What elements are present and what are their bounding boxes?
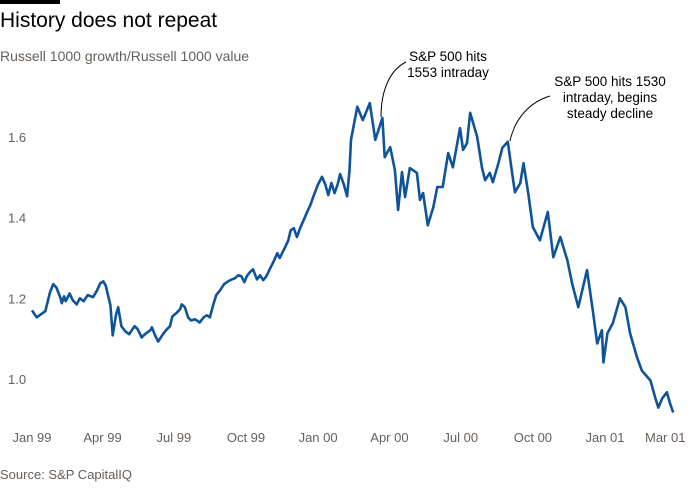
chart-subtitle: Russell 1000 growth/Russell 1000 value bbox=[0, 48, 250, 64]
brand-bar bbox=[0, 0, 60, 4]
annotation-leader-line bbox=[380, 61, 407, 118]
x-tick-label: Apr 99 bbox=[83, 430, 121, 445]
y-tick-label: 1.0 bbox=[8, 372, 26, 387]
x-tick-label: Jan 00 bbox=[299, 430, 338, 445]
x-tick-label: Oct 99 bbox=[227, 430, 265, 445]
y-tick-label: 1.2 bbox=[8, 291, 26, 306]
y-tick-label: 1.6 bbox=[8, 130, 26, 145]
x-tick-label: Mar 01 bbox=[645, 430, 685, 445]
chart-title: History does not repeat bbox=[0, 9, 218, 32]
x-tick-label: Apr 00 bbox=[370, 430, 408, 445]
annotation-text: S&P 500 hits bbox=[409, 49, 487, 64]
annotation-text: 1553 intraday bbox=[407, 65, 489, 80]
x-axis: Jan 99 Apr 99 Jul 99 Oct 99 Jan 00 Apr 00 Jul … bbox=[12, 430, 685, 445]
annotation-text: intraday, begins bbox=[563, 90, 658, 105]
annotation-leader-line bbox=[509, 95, 551, 142]
annotation-text: steady decline bbox=[567, 106, 653, 121]
x-tick-label: Jul 00 bbox=[443, 430, 478, 445]
annotation-text: S&P 500 hits 1530 bbox=[554, 74, 666, 89]
chart-source: Source: S&P CapitalIQ bbox=[0, 467, 132, 482]
x-tick-label: Jan 01 bbox=[585, 430, 624, 445]
y-axis: 1.0 1.2 1.4 1.6 bbox=[8, 130, 26, 387]
series-line bbox=[30, 101, 675, 413]
y-tick-label: 1.4 bbox=[8, 211, 26, 226]
x-tick-label: Jul 99 bbox=[157, 430, 192, 445]
x-tick-label: Oct 00 bbox=[514, 430, 552, 445]
x-tick-label: Jan 99 bbox=[12, 430, 51, 445]
